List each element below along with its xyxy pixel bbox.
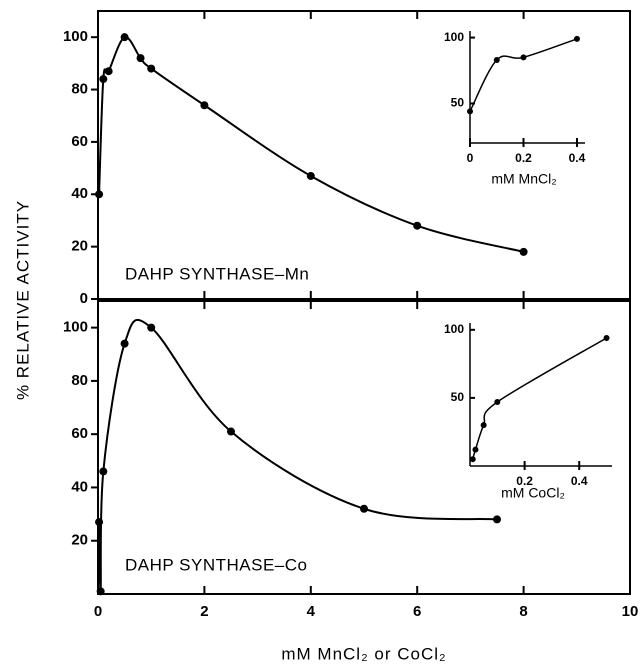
fit-curve (472, 337, 607, 460)
fit-curve (98, 318, 498, 593)
y-tick-label: 60 (71, 425, 88, 442)
data-point (360, 504, 368, 513)
data-point (227, 427, 235, 436)
data-point (147, 323, 156, 332)
data-point (200, 101, 209, 110)
data-point (306, 171, 315, 180)
x-tick-label: 6 (413, 603, 421, 620)
x-tick-label: 8 (519, 603, 527, 620)
x-tick-label: 4 (307, 603, 316, 620)
data-point (413, 221, 422, 230)
y-tick-label: 50 (451, 390, 465, 404)
y-tick-label: 100 (63, 319, 88, 336)
x-tick-label: 10 (622, 603, 639, 620)
data-point (99, 75, 108, 84)
panel-annotation: DAHP SYNTHASE–Co (125, 555, 307, 574)
data-point (120, 339, 129, 348)
x-axis-label: mM MnCl₂ or CoCl₂ (281, 644, 446, 663)
x-tick-label: 0 (467, 151, 474, 165)
y-tick-label: 100 (444, 322, 464, 336)
data-point (494, 398, 501, 405)
data-point (99, 467, 108, 476)
y-tick-label: 50 (451, 96, 465, 110)
y-tick-label: 0 (80, 290, 88, 307)
y-tick-label: 80 (71, 81, 88, 98)
data-point (104, 67, 113, 76)
y-tick-label: 100 (63, 28, 88, 45)
data-point (469, 456, 476, 463)
panel-annotation: DAHP SYNTHASE–Mn (125, 264, 309, 283)
y-tick-label: 80 (71, 372, 88, 389)
data-point (467, 108, 473, 115)
y-tick-label: 100 (444, 30, 464, 44)
y-tick-label: 40 (71, 185, 88, 202)
y-axis-label: % RELATIVE ACTIVITY (13, 200, 32, 400)
fit-curve (469, 38, 578, 112)
data-point (147, 64, 156, 73)
data-point (493, 56, 500, 63)
data-point (120, 33, 129, 42)
inset-x-label: mM MnCl₂ (491, 171, 556, 187)
data-point (603, 334, 610, 341)
x-tick-label: 2 (200, 603, 208, 620)
x-tick-label: 0.4 (569, 151, 586, 165)
inset-x-label: mM CoCl₂ (501, 485, 565, 501)
plot-frame (97, 10, 631, 300)
x-tick-label: 0.2 (515, 151, 532, 165)
x-tick-label: 0.2 (516, 474, 533, 488)
y-tick-label: 20 (71, 532, 88, 549)
data-point (519, 247, 528, 256)
data-point (480, 422, 487, 429)
data-point (472, 446, 479, 453)
x-tick-label: 0 (94, 603, 102, 620)
fit-curve (98, 36, 524, 253)
data-point (136, 54, 145, 63)
data-point (95, 518, 104, 527)
data-point (96, 587, 105, 596)
data-point (573, 35, 580, 42)
y-tick-label: 20 (71, 238, 88, 255)
x-tick-label: 0.4 (571, 474, 588, 488)
plot-frame (97, 300, 631, 595)
y-tick-label: 60 (71, 133, 88, 150)
y-tick-label: 40 (71, 478, 88, 495)
data-point (520, 54, 527, 61)
data-point (95, 190, 104, 199)
data-point (493, 515, 501, 524)
